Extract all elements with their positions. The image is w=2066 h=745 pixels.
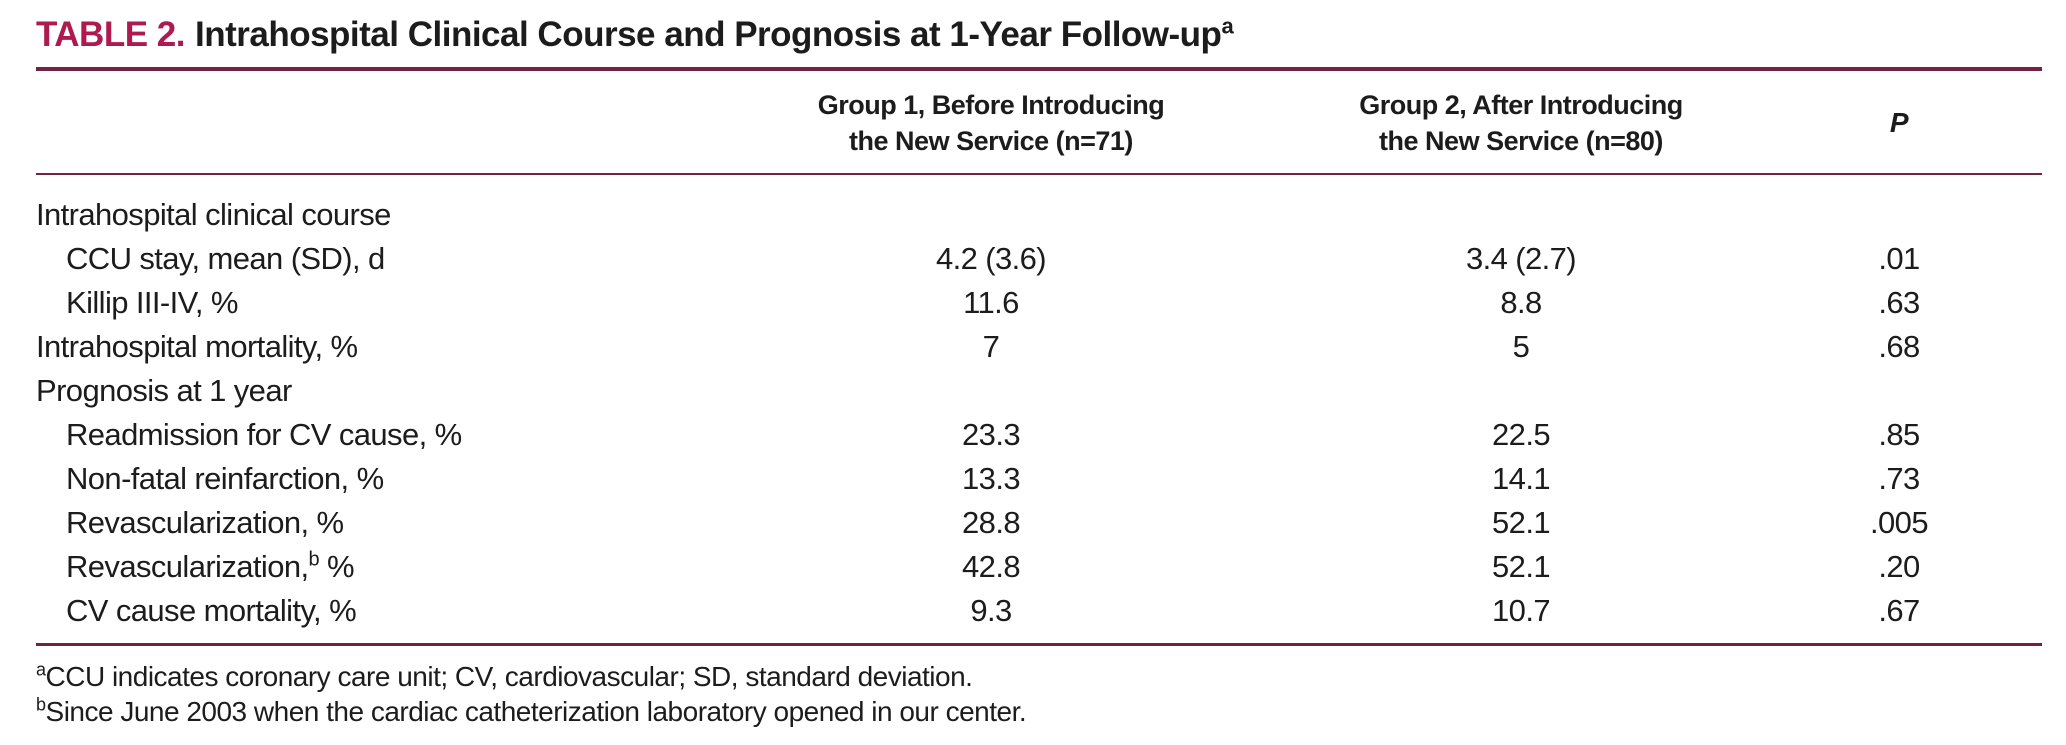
table-row: Revascularization, % 28.8 52.1 .005 (36, 501, 2042, 545)
group1-value: 13.3 (962, 461, 1021, 496)
table-title-text: Intrahospital Clinical Course and Progno… (194, 15, 1222, 54)
header-group2-line2: the New Service (n=80) (1379, 126, 1663, 156)
table-row: Non-fatal reinfarction, % 13.3 14.1 .73 (36, 457, 2042, 501)
table-row: Revascularization,b % 42.8 52.1 .20 (36, 545, 2042, 589)
p-value: .01 (1878, 241, 1920, 276)
row-label-superscript: b (308, 548, 320, 571)
table-number-label: TABLE 2. (36, 15, 185, 54)
row-label: CCU stay, mean (SD), d (66, 241, 385, 276)
group1-value: 11.6 (963, 285, 1019, 320)
row-label: Revascularization,b % (66, 548, 355, 584)
header-group1-line1: Group 1, Before Introducing (817, 90, 1165, 120)
table-container: TABLE 2. Intrahospital Clinical Course an… (36, 12, 2042, 729)
p-value: .67 (1878, 593, 1920, 628)
group2-value: 5 (1512, 329, 1530, 364)
p-value: .73 (1878, 461, 1920, 496)
table-row: CCU stay, mean (SD), d 4.2 (3.6) 3.4 (2.… (36, 237, 2042, 281)
p-value: .68 (1878, 329, 1920, 364)
group1-value: 7 (982, 329, 1000, 364)
row-label: Prognosis at 1 year (36, 373, 292, 408)
group2-value: 10.7 (1492, 593, 1551, 628)
footnotes: aCCU indicates coronary care unit; CV, c… (36, 646, 2042, 729)
header-group2: Group 2, After Introducing the New Servi… (1286, 87, 1756, 159)
table-row: Intrahospital mortality, % 7 5 .68 (36, 325, 2042, 369)
footnote-a-superscript: a (36, 659, 46, 680)
table-row: Intrahospital clinical course (36, 193, 2042, 237)
group2-value: 8.8 (1500, 285, 1542, 320)
footnote-b: bSince June 2003 when the cardiac cathet… (36, 694, 2042, 729)
p-value: .005 (1870, 505, 1929, 540)
row-label: CV cause mortality, % (66, 593, 357, 628)
footnote-b-text: Since June 2003 when the cardiac cathete… (45, 696, 1027, 727)
row-label: Non-fatal reinfarction, % (66, 461, 384, 496)
row-label: Killip III-IV, % (66, 285, 238, 320)
top-divider (36, 67, 2042, 71)
group1-value: 9.3 (970, 593, 1012, 628)
table-title-superscript: a (1221, 13, 1234, 39)
table-title: TABLE 2. Intrahospital Clinical Course an… (36, 12, 2042, 58)
p-value: .20 (1878, 549, 1920, 584)
table-body: Intrahospital clinical course CCU stay, … (36, 175, 2042, 633)
group1-value: 42.8 (962, 549, 1021, 584)
table-row: Readmission for CV cause, % 23.3 22.5 .8… (36, 413, 2042, 457)
row-label: Intrahospital mortality, % (36, 329, 358, 364)
table-row: CV cause mortality, % 9.3 10.7 .67 (36, 589, 2042, 633)
group1-value: 23.3 (962, 417, 1021, 452)
header-p: P (1889, 107, 1909, 138)
footnote-b-superscript: b (36, 694, 46, 715)
group2-value: 52.1 (1492, 549, 1551, 584)
header-group1-line2: the New Service (n=71) (849, 126, 1133, 156)
footnote-a-text: CCU indicates coronary care unit; CV, ca… (45, 661, 973, 692)
p-value: .85 (1878, 417, 1920, 452)
bottom-divider (36, 643, 2042, 646)
footnote-a: aCCU indicates coronary care unit; CV, c… (36, 659, 2042, 694)
table-row: Prognosis at 1 year (36, 369, 2042, 413)
row-label: Readmission for CV cause, % (66, 417, 462, 452)
group2-value: 14.1 (1492, 461, 1551, 496)
header-group1: Group 1, Before Introducing the New Serv… (696, 87, 1286, 159)
group1-value: 28.8 (962, 505, 1021, 540)
table-header-row: Group 1, Before Introducing the New Serv… (36, 71, 2042, 173)
header-group2-line1: Group 2, After Introducing (1359, 90, 1683, 120)
row-label: Revascularization, % (66, 505, 344, 540)
group2-value: 3.4 (2.7) (1465, 241, 1577, 276)
group2-value: 22.5 (1492, 417, 1551, 452)
table-row: Killip III-IV, % 11.6 8.8 .63 (36, 281, 2042, 325)
group2-value: 52.1 (1492, 505, 1551, 540)
group1-value: 4.2 (3.6) (935, 241, 1047, 276)
row-label: Intrahospital clinical course (36, 197, 391, 232)
header-divider (36, 173, 2042, 175)
p-value: .63 (1878, 285, 1920, 320)
